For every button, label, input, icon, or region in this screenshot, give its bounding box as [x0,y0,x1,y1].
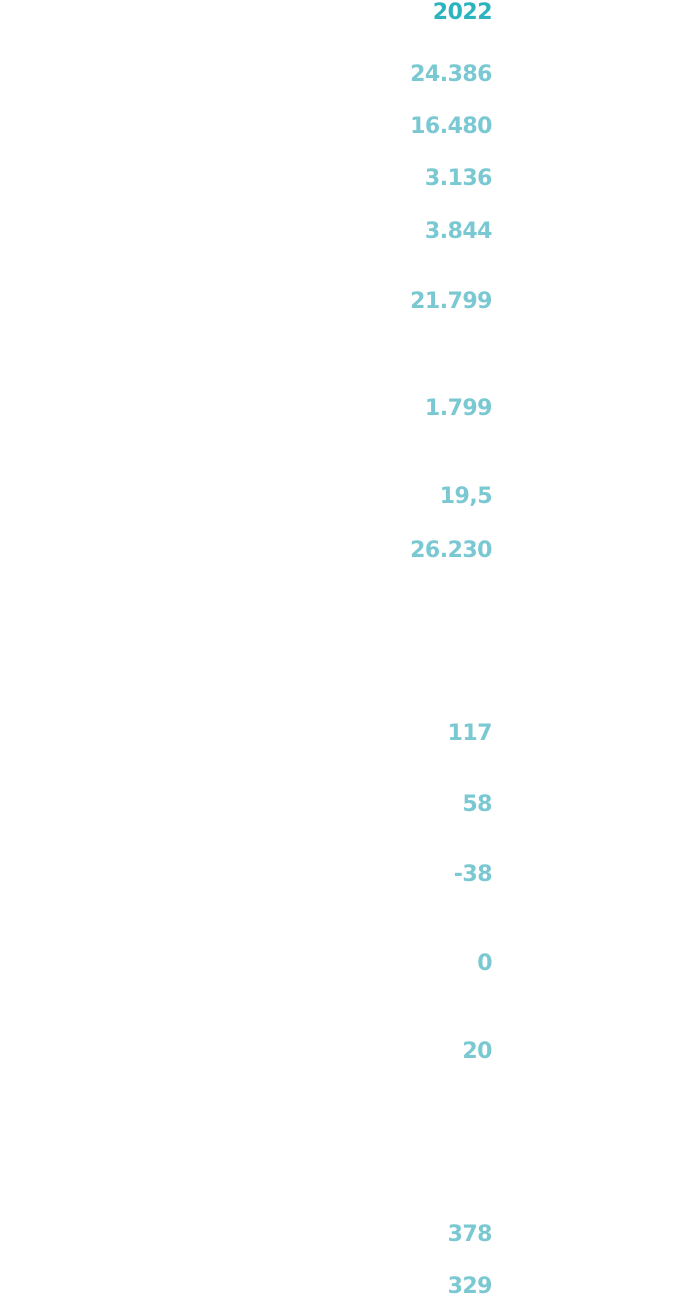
value-cell: 3.844 [424,219,493,244]
value-cell: 117 [447,721,493,746]
value-cell: 378 [447,1222,493,1247]
value-cell: 24.386 [410,62,492,87]
value-cell: 58 [462,792,492,817]
value-cell: 3.136 [424,166,493,191]
value-cell: 26.230 [410,538,492,563]
value-cell: 1.799 [424,396,493,421]
year-header: 2022 [432,0,493,25]
value-cell: 19,5 [439,484,493,509]
value-cell: -38 [453,862,493,887]
value-cell: 329 [447,1274,493,1299]
value-cell: 16.480 [410,114,492,139]
value-cell: 20 [462,1039,492,1064]
value-cell: 21.799 [410,289,492,314]
value-cell: 0 [477,951,492,976]
